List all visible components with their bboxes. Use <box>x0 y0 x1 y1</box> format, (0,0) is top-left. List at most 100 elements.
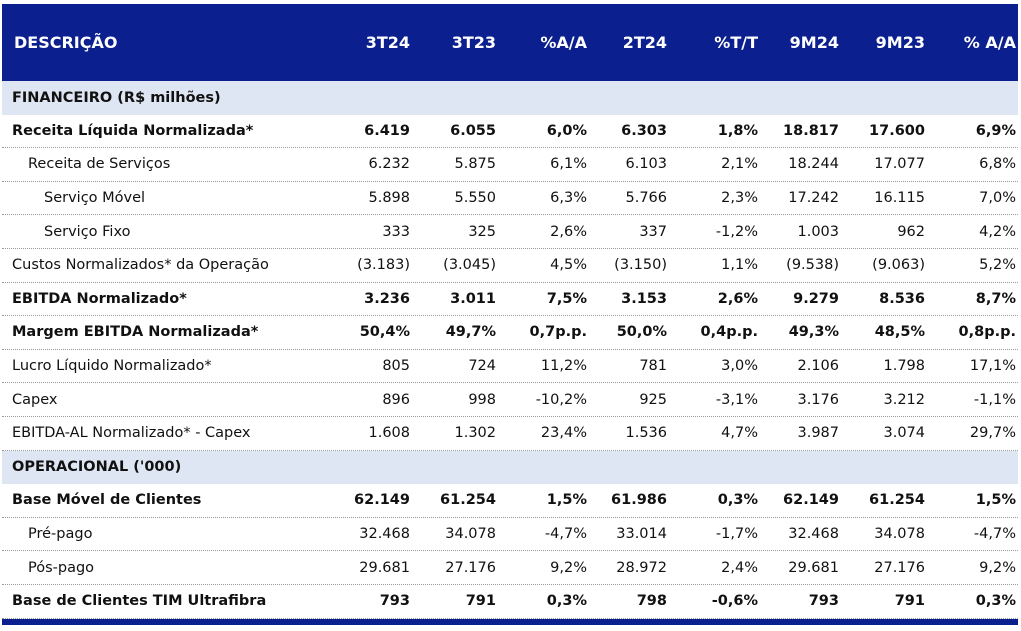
table-cell: 18.244 <box>788 156 839 173</box>
table-cell: 798 <box>636 593 667 610</box>
row-label: Receita Líquida Normalizada* <box>12 122 254 139</box>
table-cell: 8.536 <box>879 290 925 307</box>
table-cell: 793 <box>808 593 839 610</box>
table-cell: 49,7% <box>445 324 496 341</box>
row-label: Margem EBITDA Normalizada* <box>12 324 259 341</box>
table-cell: -1,7% <box>715 526 758 543</box>
table-cell: 28.972 <box>616 559 667 576</box>
table-cell: -0,6% <box>711 593 758 610</box>
table-row: Custos Normalizados* da Operação (3.183) (… <box>2 249 1018 283</box>
row-label: OPERACIONAL ('000) <box>12 459 182 476</box>
table-cell: 1,8% <box>717 122 758 139</box>
financial-table: DESCRIÇÃO 3T24 3T23 %A/A 2T24 %T/T 9M24 9M23 % A… <box>2 4 1018 619</box>
table-cell: 333 <box>382 223 410 240</box>
table-cell: 1.536 <box>625 425 667 442</box>
table-cell: 1,1% <box>721 257 758 274</box>
table-cell: 3.212 <box>883 391 925 408</box>
table-row: Pós-pago 29.681 27.176 9,2% 28.972 2,4% 29.681… <box>2 551 1018 585</box>
table-cell: 2,3% <box>721 190 758 207</box>
table-cell: 998 <box>468 391 496 408</box>
table-cell: 6,9% <box>975 122 1016 139</box>
table-cell: 17.600 <box>869 122 925 139</box>
table-row: Base de Clientes TIM Ultrafibra 793 791 0,3… <box>2 585 1018 619</box>
table-cell: 325 <box>468 223 496 240</box>
table-cell: 791 <box>894 593 925 610</box>
table-cell: 27.176 <box>874 559 925 576</box>
row-label: Base Móvel de Clientes <box>12 492 202 509</box>
table-cell: 61.254 <box>440 492 496 509</box>
table-cell: 3,0% <box>721 358 758 375</box>
table-cell: 3.153 <box>621 290 667 307</box>
section-row: OPERACIONAL ('000) <box>2 450 1018 485</box>
table-cell: 1,5% <box>546 492 587 509</box>
table-cell: 9,2% <box>550 559 587 576</box>
table-cell: 61.254 <box>869 492 925 509</box>
table-row: Margem EBITDA Normalizada* 50,4% 49,7% 0,7p… <box>2 316 1018 350</box>
table-cell: 62.149 <box>354 492 410 509</box>
table-cell: 34.078 <box>445 526 496 543</box>
table-cell: 11,2% <box>540 358 587 375</box>
table-cell: 33.014 <box>616 526 667 543</box>
table-cell: 5.766 <box>625 190 667 207</box>
table-cell: 6.303 <box>621 122 667 139</box>
table-cell: 6.103 <box>625 156 667 173</box>
row-label: EBITDA-AL Normalizado* - Capex <box>12 425 251 442</box>
table-cell: 18.817 <box>783 122 839 139</box>
table-cell: 781 <box>639 358 667 375</box>
table-cell: 49,3% <box>788 324 839 341</box>
table-cell: 5.550 <box>454 190 496 207</box>
table-cell: 3.987 <box>797 425 839 442</box>
table-cell: -1,2% <box>715 223 758 240</box>
table-row: Lucro Líquido Normalizado* 805 724 11,2% 781… <box>2 350 1018 384</box>
table-cell: 0,3% <box>975 593 1016 610</box>
table-cell: (3.045) <box>443 257 496 274</box>
table-cell: -3,1% <box>715 391 758 408</box>
row-label: Custos Normalizados* da Operação <box>12 257 269 274</box>
table-cell: 27.176 <box>445 559 496 576</box>
table-cell: 962 <box>897 223 925 240</box>
table-cell: 805 <box>382 358 410 375</box>
table-row: Base Móvel de Clientes 62.149 61.254 1,5% 61… <box>2 484 1018 518</box>
table-cell: 9.279 <box>793 290 839 307</box>
table-cell: 5,2% <box>979 257 1016 274</box>
header-col-6: 9M24 <box>789 33 839 52</box>
table-cell: 3.236 <box>364 290 410 307</box>
table-cell: 62.149 <box>783 492 839 509</box>
header-description: DESCRIÇÃO <box>14 33 118 52</box>
table-row: EBITDA Normalizado* 3.236 3.011 7,5% 3.153 2,… <box>2 283 1018 317</box>
table-row: EBITDA-AL Normalizado* - Capex 1.608 1.302… <box>2 417 1018 451</box>
row-label: EBITDA Normalizado* <box>12 290 187 307</box>
table-cell: 32.468 <box>359 526 410 543</box>
table-cell: 0,7p.p. <box>529 324 587 341</box>
table-cell: 793 <box>379 593 410 610</box>
table-cell: 7,5% <box>546 290 587 307</box>
row-label: Serviço Fixo <box>44 223 131 240</box>
table-cell: 5.898 <box>368 190 410 207</box>
table-cell: 896 <box>382 391 410 408</box>
table-cell: 1.608 <box>368 425 410 442</box>
row-label: Serviço Móvel <box>44 190 146 207</box>
header-col-8: % A/A <box>963 33 1016 52</box>
header-col-1: 3T24 <box>365 33 410 52</box>
table-bottom-border <box>2 619 1018 625</box>
table-cell: 6,8% <box>979 156 1016 173</box>
table-cell: 3.011 <box>450 290 496 307</box>
table-cell: (3.183) <box>357 257 410 274</box>
table-cell: 6,0% <box>546 122 587 139</box>
table-body: FINANCEIRO (R$ milhões) Receita Líquida N… <box>2 81 1018 619</box>
row-label: Lucro Líquido Normalizado* <box>12 358 212 375</box>
table-cell: (9.063) <box>872 257 925 274</box>
table-cell: 6.232 <box>368 156 410 173</box>
table-cell: 2,6% <box>550 223 587 240</box>
table-cell: 16.115 <box>874 190 925 207</box>
table-cell: 0,3% <box>717 492 758 509</box>
table-cell: -4,7% <box>973 526 1016 543</box>
table-cell: 3.074 <box>883 425 925 442</box>
table-cell: 17,1% <box>969 358 1016 375</box>
table-cell: 29.681 <box>788 559 839 576</box>
table-cell: 5.875 <box>454 156 496 173</box>
table-cell: -4,7% <box>544 526 587 543</box>
table-cell: -10,2% <box>535 391 587 408</box>
table-cell: 23,4% <box>540 425 587 442</box>
header-col-4: 2T24 <box>622 33 667 52</box>
